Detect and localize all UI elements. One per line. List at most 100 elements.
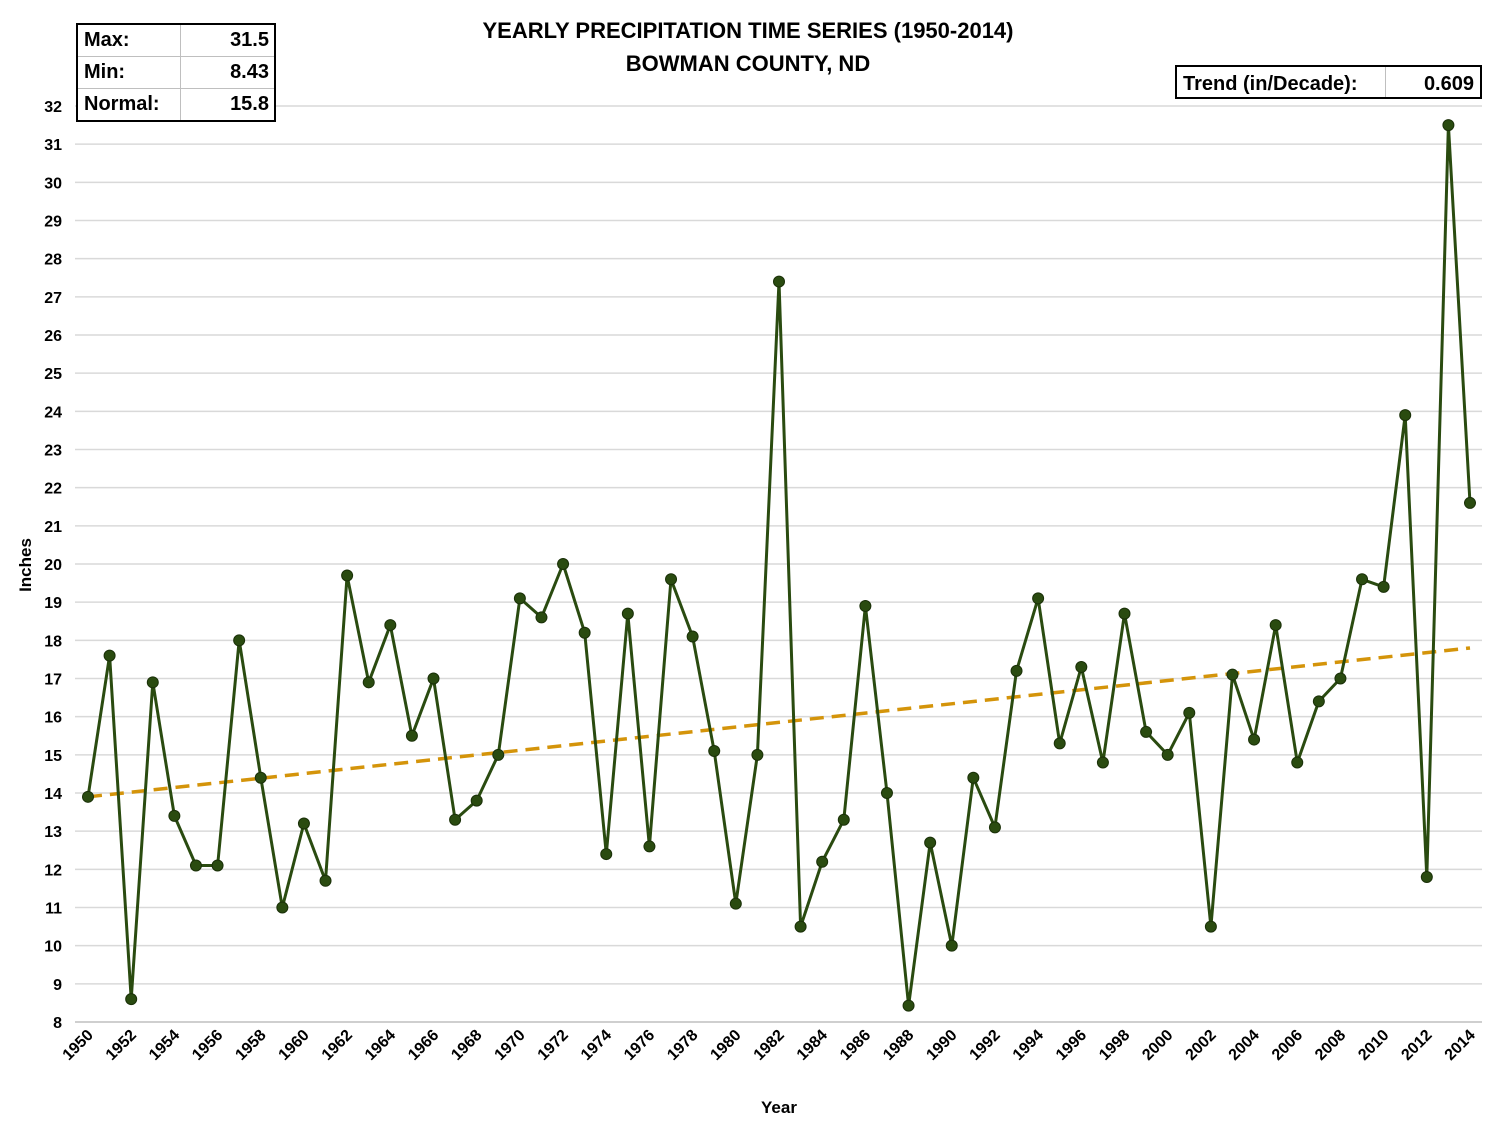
x-tick-label: 1956 — [189, 1027, 226, 1064]
gridlines — [75, 105, 1482, 985]
data-point-1997 — [1096, 756, 1109, 769]
x-tick-label: 1954 — [146, 1027, 183, 1064]
y-tick-label: 26 — [44, 328, 62, 345]
data-point-1982 — [773, 275, 785, 288]
y-tick-label: 11 — [45, 901, 62, 918]
x-tick-label: 2008 — [1312, 1027, 1349, 1064]
x-tick-label: 1992 — [967, 1027, 1004, 1064]
y-tick-label: 21 — [44, 519, 62, 536]
x-tick-label: 2000 — [1139, 1027, 1176, 1064]
data-point-1955 — [189, 859, 202, 872]
x-tick-label: 1976 — [621, 1027, 658, 1064]
x-tick-label: 1962 — [319, 1027, 356, 1064]
data-point-1976 — [643, 840, 656, 853]
data-point-1983 — [794, 920, 807, 933]
data-point-1980 — [729, 897, 742, 910]
normal-label: Normal: — [78, 89, 181, 120]
y-tick-label: 8 — [53, 1015, 62, 1032]
data-point-2007 — [1312, 695, 1325, 708]
data-point-1993 — [1010, 664, 1023, 677]
y-tick-label: 23 — [44, 443, 62, 460]
y-tick-label: 17 — [44, 672, 62, 689]
data-point-1991 — [967, 771, 980, 784]
data-point-1970 — [513, 592, 526, 605]
y-tick-label: 18 — [44, 633, 62, 650]
y-tick-label: 22 — [44, 481, 62, 498]
data-point-1998 — [1118, 607, 1131, 620]
y-tick-label: 19 — [44, 595, 62, 612]
data-point-1951 — [103, 649, 116, 662]
data-point-2005 — [1269, 619, 1282, 632]
data-point-2006 — [1291, 756, 1304, 769]
data-point-1952 — [125, 993, 138, 1006]
x-tick-label: 2002 — [1183, 1027, 1220, 1064]
stats-row-min: Min: 8.43 — [78, 56, 274, 88]
x-tick-label: 1990 — [923, 1027, 960, 1064]
min-value: 8.43 — [230, 61, 269, 83]
stats-table: Max: 31.5 Min: 8.43 Normal: 15.8 — [76, 23, 276, 122]
y-tick-label: 15 — [44, 748, 62, 765]
x-tick-label: 1994 — [1010, 1027, 1047, 1064]
data-point-2011 — [1399, 409, 1412, 422]
y-tick-label: 14 — [44, 786, 62, 803]
data-point-2009 — [1356, 573, 1369, 586]
max-label: Max: — [78, 25, 181, 56]
data-point-1953 — [146, 676, 159, 689]
y-tick-label: 16 — [44, 710, 62, 727]
y-tick-label: 30 — [44, 175, 62, 192]
x-tick-label: 1970 — [492, 1027, 529, 1064]
data-point-2000 — [1161, 748, 1174, 761]
x-tick-label: 1982 — [751, 1027, 788, 1064]
data-point-1968 — [470, 794, 483, 807]
series-layer — [82, 119, 1476, 1012]
data-point-1961 — [319, 874, 332, 887]
x-tick-label: 1988 — [880, 1027, 917, 1064]
x-tick-label: 1950 — [60, 1027, 97, 1064]
x-tick-label: 1984 — [794, 1027, 831, 1064]
data-point-2010 — [1377, 580, 1390, 593]
data-point-1989 — [924, 836, 937, 849]
x-tick-label: 1978 — [664, 1027, 701, 1064]
y-tick-label: 31 — [44, 137, 62, 154]
y-tick-label: 29 — [44, 214, 62, 231]
x-tick-label: 2006 — [1269, 1027, 1306, 1064]
x-tick-label: 1972 — [535, 1027, 572, 1064]
max-value: 31.5 — [230, 29, 269, 51]
x-tick-label: 2014 — [1442, 1027, 1479, 1064]
data-point-1995 — [1053, 737, 1066, 750]
data-point-1973 — [578, 626, 591, 639]
data-point-1979 — [708, 745, 721, 758]
data-point-2012 — [1420, 870, 1433, 883]
data-point-1958 — [254, 771, 267, 784]
data-point-1975 — [621, 607, 634, 620]
y-tick-label: 25 — [44, 366, 62, 383]
data-point-1999 — [1140, 725, 1153, 738]
data-point-2014 — [1464, 496, 1476, 509]
trend-value: 0.609 — [1423, 73, 1474, 95]
y-tick-label: 24 — [44, 404, 62, 421]
data-point-1965 — [405, 729, 418, 742]
min-label: Min: — [78, 57, 181, 88]
data-point-1988 — [902, 999, 915, 1012]
x-tick-label: 1968 — [448, 1027, 485, 1064]
x-tick-label: 1958 — [232, 1027, 269, 1064]
data-point-1950 — [82, 790, 94, 803]
x-tick-label: 2004 — [1226, 1027, 1263, 1064]
data-point-1959 — [276, 901, 289, 914]
chart-subtitle: BOWMAN COUNTY, ND — [626, 51, 870, 76]
data-point-1974 — [600, 848, 613, 861]
data-point-1969 — [492, 748, 505, 761]
normal-value: 15.8 — [230, 93, 269, 115]
data-point-1954 — [168, 809, 181, 822]
data-point-1962 — [341, 569, 354, 582]
data-point-1977 — [665, 573, 678, 586]
trend-line — [87, 646, 1471, 799]
data-point-1996 — [1075, 661, 1088, 674]
y-axis-label: Inches — [16, 538, 35, 592]
y-tick-label: 10 — [44, 939, 62, 956]
data-point-2003 — [1226, 668, 1239, 681]
x-tick-label: 2012 — [1398, 1027, 1435, 1064]
x-tick-label: 1986 — [837, 1027, 874, 1064]
data-point-1978 — [686, 630, 699, 643]
